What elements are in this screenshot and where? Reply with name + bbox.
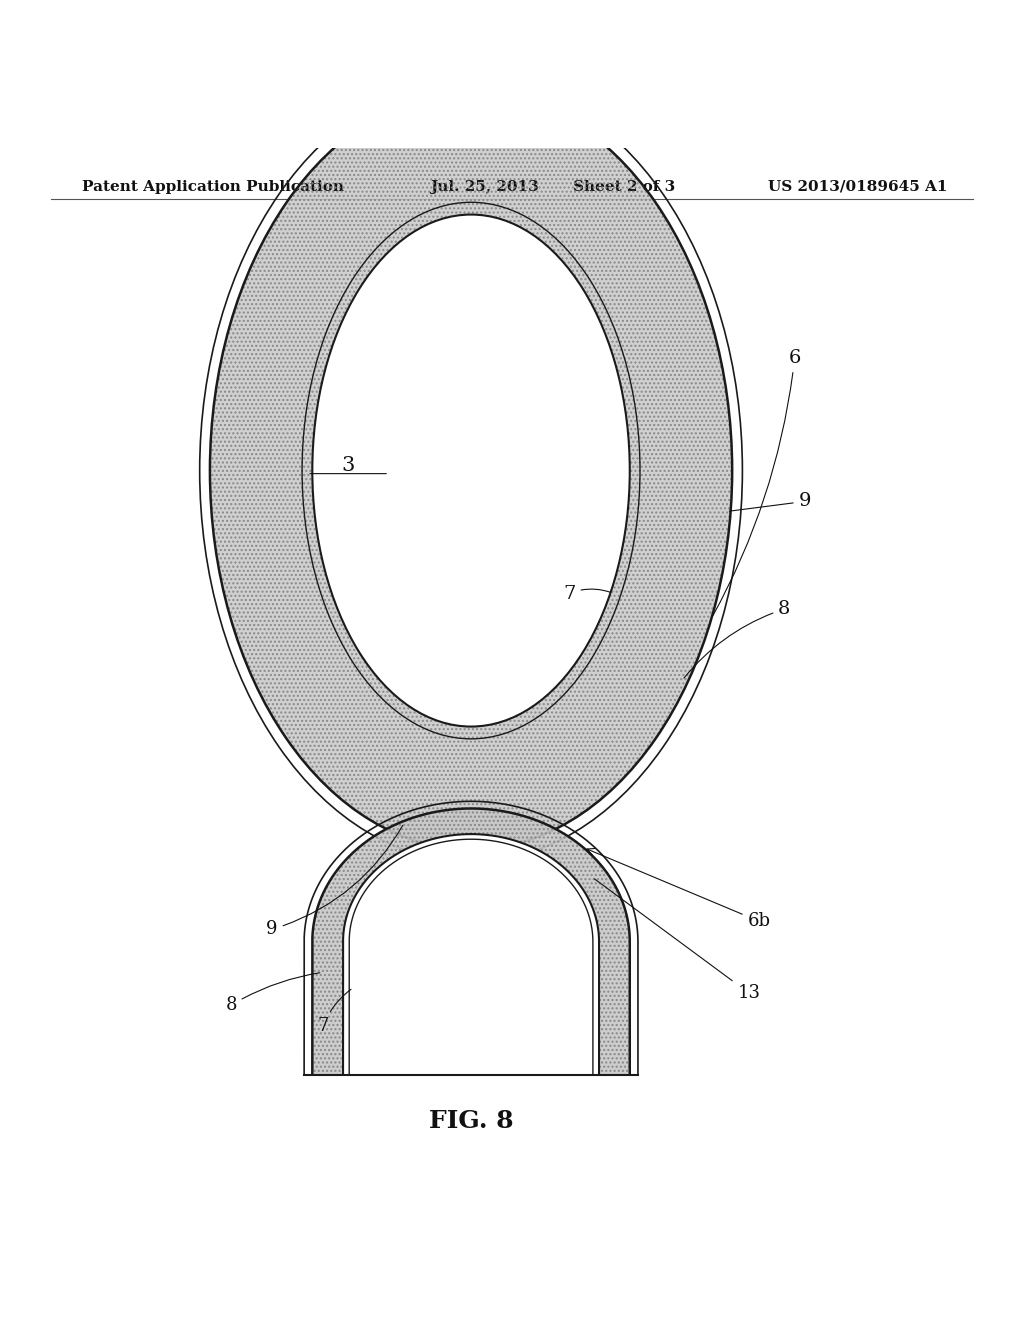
Text: 3: 3 xyxy=(341,455,355,475)
Polygon shape xyxy=(312,808,630,1074)
Text: 8: 8 xyxy=(684,599,791,678)
Text: Patent Application Publication: Patent Application Publication xyxy=(82,180,344,194)
Text: US 2013/0189645 A1: US 2013/0189645 A1 xyxy=(768,180,947,194)
Text: FIG. 8: FIG. 8 xyxy=(429,1109,513,1133)
Text: 6: 6 xyxy=(713,348,801,615)
Text: 6b: 6b xyxy=(587,849,770,931)
Polygon shape xyxy=(343,834,599,1074)
Text: Jul. 25, 2013: Jul. 25, 2013 xyxy=(430,180,539,194)
Text: FIG. 2: FIG. 2 xyxy=(429,858,513,882)
Ellipse shape xyxy=(321,224,622,717)
Text: 13: 13 xyxy=(594,879,760,1002)
Text: Sheet 2 of 3: Sheet 2 of 3 xyxy=(573,180,676,194)
Text: 9: 9 xyxy=(266,825,402,939)
Text: 7: 7 xyxy=(317,989,351,1035)
PathPatch shape xyxy=(210,91,732,850)
Text: 9: 9 xyxy=(729,492,811,511)
Text: 7: 7 xyxy=(563,585,610,602)
Polygon shape xyxy=(343,834,599,1074)
Text: 8: 8 xyxy=(225,973,319,1014)
